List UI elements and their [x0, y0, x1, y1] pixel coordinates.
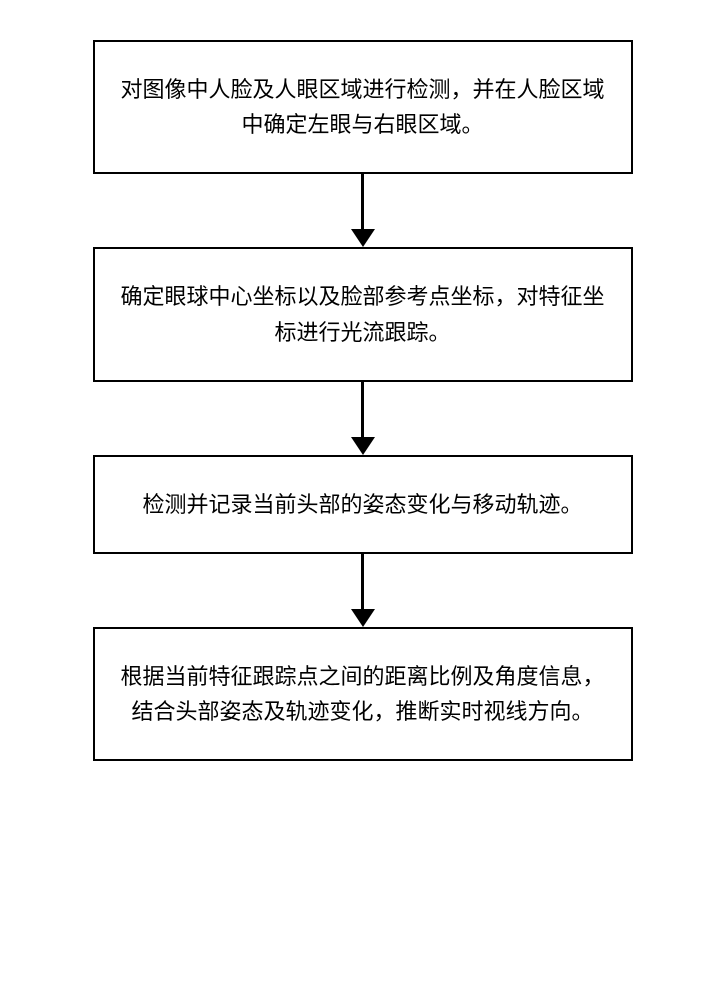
flowchart-node-text: 确定眼球中心坐标以及脸部参考点坐标，对特征坐标进行光流跟踪。: [120, 279, 606, 349]
arrow-line: [361, 174, 364, 229]
flowchart-node-step1: 对图像中人脸及人眼区域进行检测，并在人脸区域中确定左眼与右眼区域。: [93, 40, 633, 174]
arrow-head-icon: [351, 437, 375, 455]
arrow-head-icon: [351, 609, 375, 627]
flowchart-node-step4: 根据当前特征跟踪点之间的距离比例及角度信息，结合头部姿态及轨迹变化，推断实时视线…: [93, 627, 633, 761]
flowchart-node-text: 检测并记录当前头部的姿态变化与移动轨迹。: [142, 487, 582, 522]
flowchart-node-step3: 检测并记录当前头部的姿态变化与移动轨迹。: [93, 455, 633, 554]
arrow-head-icon: [351, 229, 375, 247]
flowchart-arrow: [351, 554, 375, 627]
arrow-line: [361, 554, 364, 609]
flowchart-node-text: 根据当前特征跟踪点之间的距离比例及角度信息，结合头部姿态及轨迹变化，推断实时视线…: [120, 659, 606, 729]
arrow-line: [361, 382, 364, 437]
flowchart-arrow: [351, 174, 375, 247]
flowchart-node-step2: 确定眼球中心坐标以及脸部参考点坐标，对特征坐标进行光流跟踪。: [93, 247, 633, 381]
flowchart-node-text: 对图像中人脸及人眼区域进行检测，并在人脸区域中确定左眼与右眼区域。: [120, 72, 606, 142]
flowchart-arrow: [351, 382, 375, 455]
